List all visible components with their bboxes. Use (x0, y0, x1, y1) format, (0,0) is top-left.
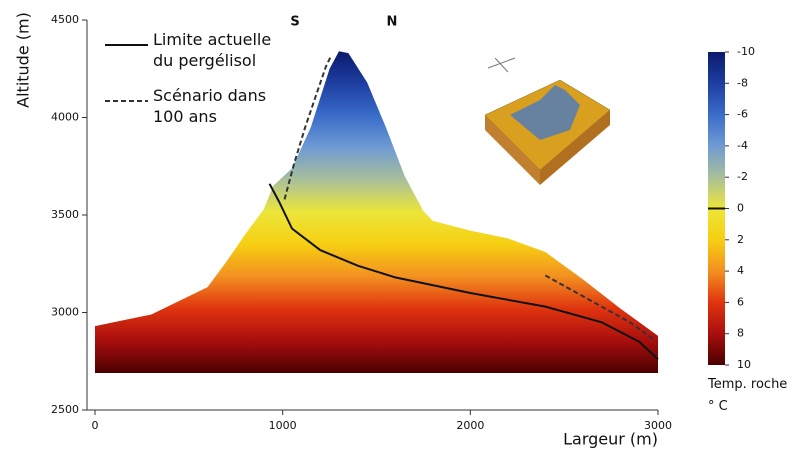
annotation: N (387, 15, 398, 30)
colorbar-tick-label: 10 (737, 358, 751, 371)
chart: Altitude (m) Largeur (m) 0 1000 2000 3000 25… (0, 0, 794, 457)
colorbar-label: Temp. roche° C (707, 377, 787, 414)
y-tick-label: 4000 (51, 111, 79, 124)
annotation: S (290, 15, 299, 30)
x-tick-label: 3000 (644, 419, 672, 432)
colorbar-tick-label: -2 (737, 170, 748, 183)
colorbar-tick-label: -4 (737, 139, 748, 152)
x-tick-label: 0 (92, 419, 99, 432)
y-axis-label: Altitude (m) (14, 12, 33, 108)
y-tick-label: 2500 (51, 403, 79, 416)
colorbar-tick-label: 4 (737, 264, 744, 277)
colorbar-tick-label: 0 (737, 202, 744, 215)
y-tick-label: 4500 (51, 13, 79, 26)
colorbar-tick-label: 6 (737, 295, 744, 308)
y-tick-label: 3000 (51, 306, 79, 319)
colorbar-tick-label: -8 (737, 76, 748, 89)
colorbar-tick-label: 2 (737, 233, 744, 246)
inset-3d (485, 58, 610, 185)
x-tick-label: 1000 (269, 419, 297, 432)
y-tick-label: 3500 (51, 208, 79, 221)
x-tick-label: 2000 (456, 419, 484, 432)
x-axis-label: Largeur (m) (563, 430, 658, 449)
colorbar-tick-label: -6 (737, 108, 748, 121)
colorbar-tick-label: -10 (737, 45, 755, 58)
colorbar-tick-label: 8 (737, 327, 744, 340)
